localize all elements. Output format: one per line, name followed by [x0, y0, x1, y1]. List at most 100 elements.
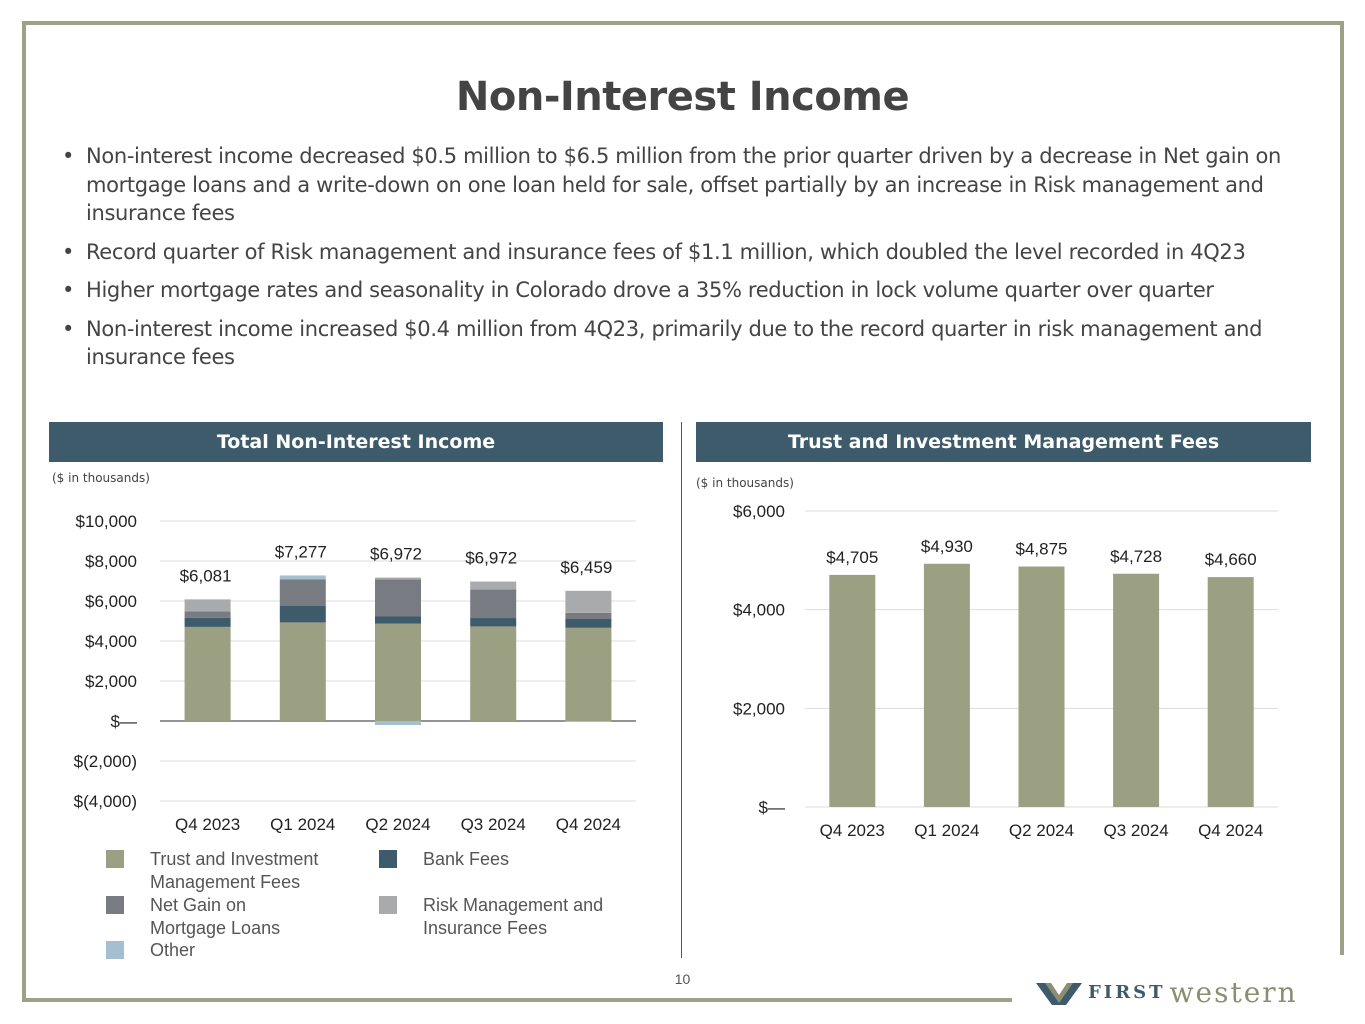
- x-tick-label: Q4 2024: [556, 815, 621, 834]
- legend-item-trust: Trust and Investment Management Fees: [106, 848, 350, 894]
- bar-segment: [565, 619, 612, 628]
- page-number: 10: [674, 971, 691, 987]
- bullet-glyph: •: [62, 316, 75, 341]
- bar: [1207, 577, 1254, 807]
- y-tick-label: $2,000: [85, 672, 137, 691]
- bar-total-label: $6,081: [180, 566, 232, 585]
- frame-left: [22, 21, 26, 1002]
- y-tick-label: $(2,000): [74, 752, 137, 771]
- x-tick-label: Q4 2023: [175, 815, 240, 834]
- bar-value-label: $4,728: [1110, 547, 1162, 566]
- bar-segment: [565, 721, 612, 722]
- bar-value-label: $4,660: [1205, 550, 1257, 569]
- bar-segment: [184, 599, 231, 612]
- company-logo: FIRST western: [1036, 976, 1298, 1009]
- page-title: Non-Interest Income: [455, 74, 910, 120]
- bar-segment: [375, 623, 421, 721]
- legend-label: Net Gain on Mortgage Loans: [150, 895, 281, 938]
- bar-segment: [184, 611, 231, 618]
- legend-label: Risk Management and Insurance Fees: [423, 895, 604, 938]
- bar: [1113, 573, 1160, 807]
- bar-segment: [184, 617, 231, 627]
- panel-divider: [681, 422, 682, 958]
- frame-right: [1340, 21, 1344, 955]
- x-tick-label: Q4 2023: [820, 821, 885, 840]
- bar-segment: [279, 606, 326, 623]
- y-tick-label: $(4,000): [74, 792, 137, 811]
- legend-item-net-gain: Net Gain on Mortgage Loans: [106, 894, 310, 940]
- frame-top: [22, 21, 1344, 25]
- legend-swatch: [106, 850, 124, 868]
- total-non-interest-income-chart: $10,000 $8,000 $6,000 $4,000 $2,000 $— $(2,000…: [74, 512, 636, 834]
- legend-swatch: [379, 896, 397, 914]
- bullet-item: • Higher mortgage rates and seasonality i…: [60, 276, 1290, 305]
- left-panel-header: Total Non-Interest Income: [49, 422, 663, 462]
- x-tick-label: Q3 2024: [461, 815, 526, 834]
- bar-segment: [279, 622, 326, 721]
- bar: [829, 574, 876, 807]
- bar-segment: [279, 575, 326, 580]
- legend-label: Bank Fees: [423, 849, 510, 869]
- bar-segment: [279, 579, 326, 606]
- bar: [1018, 566, 1065, 807]
- bullet-glyph: •: [62, 239, 75, 264]
- legend-item-risk-mgmt: Risk Management and Insurance Fees: [379, 894, 643, 940]
- bar-segment: [375, 721, 421, 725]
- bar-segment: [470, 581, 517, 590]
- bar-total-label: $6,972: [465, 549, 517, 568]
- y-tick-label: $2,000: [733, 699, 785, 718]
- bar-segment: [375, 616, 421, 624]
- bullet-glyph: •: [62, 278, 75, 302]
- legend-swatch: [106, 896, 124, 914]
- bullet-text: Record quarter of Risk management and in…: [86, 239, 1246, 264]
- right-units-note: ($ in thousands): [696, 476, 794, 490]
- y-tick-label: $4,000: [85, 632, 137, 651]
- y-tick-label: $10,000: [76, 512, 137, 531]
- y-tick-label: $—: [759, 798, 785, 817]
- bar-segment: [470, 626, 517, 721]
- bar-segment: [565, 627, 612, 721]
- legend-item-bank-fees: Bank Fees: [379, 848, 643, 871]
- x-tick-label: Q2 2024: [365, 815, 430, 834]
- logo-mark-icon: [1036, 982, 1082, 1005]
- bar-segment: [565, 590, 612, 613]
- y-tick-label: $4,000: [733, 601, 785, 620]
- bar-segment: [375, 579, 421, 617]
- y-tick-label: $6,000: [85, 592, 137, 611]
- bullet-item: • Non-interest income decreased $0.5 mill…: [60, 142, 1290, 228]
- right-panel-header: Trust and Investment Management Fees: [696, 422, 1311, 462]
- bullet-item: • Non-interest income increased $0.4 mill…: [60, 315, 1290, 372]
- bar-total-label: $6,459: [560, 558, 612, 577]
- y-tick-label: $8,000: [85, 552, 137, 571]
- bullet-item: • Record quarter of Risk management and i…: [60, 238, 1290, 267]
- bar-value-label: $4,930: [921, 537, 973, 556]
- legend-item-other: Other: [106, 939, 195, 962]
- bar-total-label: $7,277: [275, 542, 327, 561]
- legend-label: Trust and Investment Management Fees: [150, 849, 319, 892]
- bar-segment: [470, 618, 517, 627]
- x-tick-label: Q1 2024: [270, 815, 335, 834]
- bar-segment: [565, 612, 612, 619]
- bar-value-label: $4,705: [826, 548, 878, 567]
- left-units-note: ($ in thousands): [52, 471, 150, 485]
- x-tick-label: Q4 2024: [1198, 821, 1263, 840]
- legend-label: Other: [150, 940, 196, 960]
- x-tick-label: Q3 2024: [1103, 821, 1168, 840]
- x-tick-label: Q2 2024: [1009, 821, 1074, 840]
- trust-fees-chart: $6,000 $4,000 $2,000 $— Q4 2023 $4,705 Q1 2024…: [733, 502, 1278, 840]
- frame-bottom: [22, 998, 1012, 1002]
- bar-segment: [375, 577, 421, 580]
- x-tick-label: Q1 2024: [914, 821, 979, 840]
- y-tick-label: $—: [111, 712, 137, 731]
- legend-swatch: [106, 941, 124, 959]
- bar-total-label: $6,972: [370, 545, 422, 564]
- bar-value-label: $4,875: [1016, 540, 1068, 559]
- bullet-glyph: •: [62, 144, 75, 168]
- bar-segment: [184, 626, 231, 721]
- bullet-list: • Non-interest income decreased $0.5 mill…: [60, 142, 1290, 382]
- legend-swatch: [379, 850, 397, 868]
- bar-segment: [470, 589, 517, 619]
- bullet-text: Non-interest income decreased $0.5 milli…: [86, 144, 1282, 225]
- logo-western: western: [1169, 976, 1298, 1009]
- bullet-text: Non-interest income increased $0.4 milli…: [86, 316, 1263, 370]
